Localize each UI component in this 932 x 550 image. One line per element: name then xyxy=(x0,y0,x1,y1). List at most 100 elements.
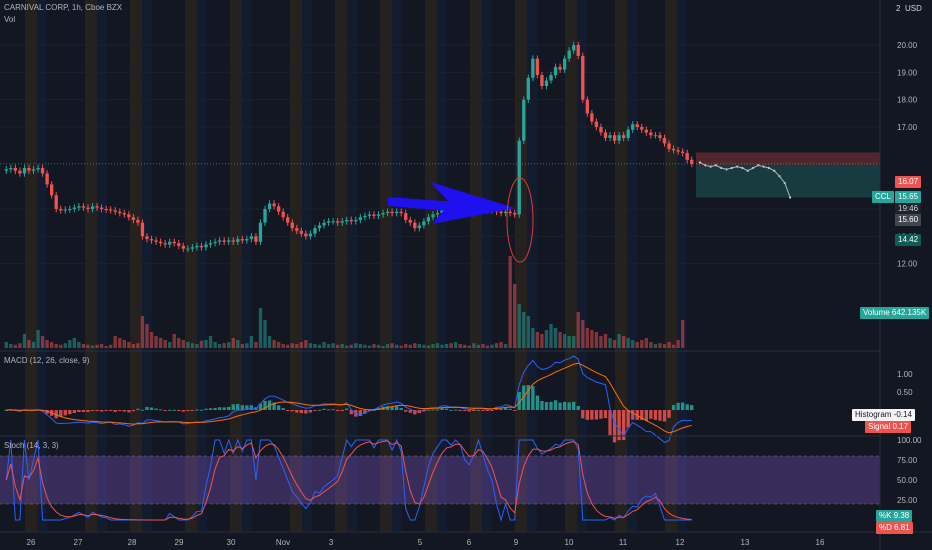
signal-value: 0.17 xyxy=(892,422,909,431)
macd-histogram-bar xyxy=(644,410,649,421)
volume-bar xyxy=(181,340,185,348)
macd-histogram-bar xyxy=(513,410,517,411)
candle-body xyxy=(644,129,649,133)
volume-bar xyxy=(154,336,158,348)
symbol-legend[interactable]: CARNIVAL CORP, 1h, Cboe BZX xyxy=(4,3,123,12)
candle-body xyxy=(49,184,54,196)
price-tick-label: 17.00 xyxy=(897,123,918,132)
candle-body xyxy=(181,245,185,249)
macd-histogram-bar xyxy=(599,410,603,419)
stop-price-tag: 16.07 xyxy=(895,176,922,188)
candle-body xyxy=(631,124,635,130)
time-axis: 26 27 28 29 30 Nov 3 5 6 9 10 11 12 13 16 xyxy=(27,538,825,547)
volume-bar xyxy=(590,330,594,348)
macd-histogram-bar xyxy=(222,407,226,410)
ticker-tag: CCL xyxy=(872,191,895,203)
candle-body xyxy=(136,219,140,223)
volume-bar xyxy=(349,344,353,348)
macd-histogram-bar xyxy=(4,410,8,411)
macd-histogram-bar xyxy=(236,403,240,410)
session-band-post xyxy=(627,0,637,532)
volume-bar xyxy=(594,332,599,348)
candle-body xyxy=(572,45,576,51)
session-band-post xyxy=(197,0,207,532)
macd-line xyxy=(6,355,692,443)
session-band-pre xyxy=(290,0,302,532)
volume-bar xyxy=(127,342,131,348)
volume-legend[interactable]: Vol xyxy=(4,15,16,24)
macd-histogram-bar xyxy=(54,410,58,419)
candle-body xyxy=(508,211,512,214)
candle-body xyxy=(626,129,630,138)
candle-body xyxy=(299,230,304,234)
volume-bar xyxy=(526,316,530,348)
volume-bar xyxy=(572,336,576,348)
target-price-tag: 14.42 xyxy=(895,234,922,246)
candle-body xyxy=(149,239,154,241)
volume-bar xyxy=(54,344,58,348)
volume-bar xyxy=(22,334,27,348)
macd-histogram-bar xyxy=(163,410,167,411)
macd-histogram-bar xyxy=(81,410,86,412)
projection-line xyxy=(699,162,791,198)
candle-body xyxy=(122,213,126,215)
volume-bar xyxy=(658,343,662,348)
highlight-ellipse xyxy=(506,177,534,263)
stoch-tick-label: 100.00 xyxy=(897,436,922,445)
macd-histogram-bar xyxy=(204,408,208,410)
macd-histogram-bar xyxy=(313,410,317,411)
candle-body xyxy=(381,213,385,215)
volume-bar xyxy=(503,344,508,348)
volume-bar xyxy=(304,340,308,348)
candle-body xyxy=(526,77,530,100)
volume-bar xyxy=(531,328,535,348)
session-band-pre xyxy=(380,0,392,532)
candle-body xyxy=(349,219,353,222)
signal-label: Signal xyxy=(868,422,891,431)
time-tick-label: 10 xyxy=(565,538,574,547)
stoch-legend[interactable]: Stoch (14, 3, 3) xyxy=(4,441,59,450)
macd-histogram-bar xyxy=(68,410,72,415)
candle-body xyxy=(594,121,599,127)
volume-bar xyxy=(426,345,431,348)
macd-histogram-bar xyxy=(490,410,494,411)
macd-histogram-bar xyxy=(553,400,558,410)
volume-bar xyxy=(671,344,676,348)
macd-histogram-bar xyxy=(181,410,185,412)
macd-histogram-bar xyxy=(140,409,145,411)
session-band-post xyxy=(437,0,447,532)
macd-histogram-bar xyxy=(317,409,322,411)
volume-bar xyxy=(213,342,217,348)
candle-body xyxy=(671,148,676,151)
macd-histogram-bar xyxy=(422,410,426,412)
volume-bar xyxy=(649,342,653,348)
volume-bar xyxy=(13,344,18,348)
macd-histogram-bar xyxy=(608,410,612,436)
candle-body xyxy=(81,206,86,208)
volume-bar xyxy=(27,340,31,348)
volume-bar xyxy=(158,338,163,348)
macd-histogram-bar xyxy=(118,410,122,412)
volume-bar xyxy=(322,342,326,348)
session-band-pre xyxy=(515,0,527,532)
currency-label[interactable]: USD xyxy=(905,4,922,13)
candle-body xyxy=(68,209,72,210)
volume-bar xyxy=(317,344,322,348)
macd-histogram-bar xyxy=(59,410,63,417)
macd-histogram-bar xyxy=(286,410,290,411)
candle-body xyxy=(190,247,195,249)
last-price-tag: 15.65 xyxy=(895,191,922,203)
macd-histogram-bar xyxy=(195,409,199,411)
candle-body xyxy=(127,214,131,218)
volume-bar xyxy=(535,332,540,348)
histogram-label: Histogram xyxy=(855,410,892,419)
macd-histogram-bar xyxy=(177,410,181,411)
volume-bar xyxy=(99,344,104,348)
macd-legend[interactable]: MACD (12, 26, close, 9) xyxy=(4,356,90,365)
candle-body xyxy=(77,206,81,208)
volume-bar xyxy=(172,334,176,348)
candle-body xyxy=(158,241,163,244)
volume-bar xyxy=(417,344,422,348)
candle-body xyxy=(322,222,326,226)
